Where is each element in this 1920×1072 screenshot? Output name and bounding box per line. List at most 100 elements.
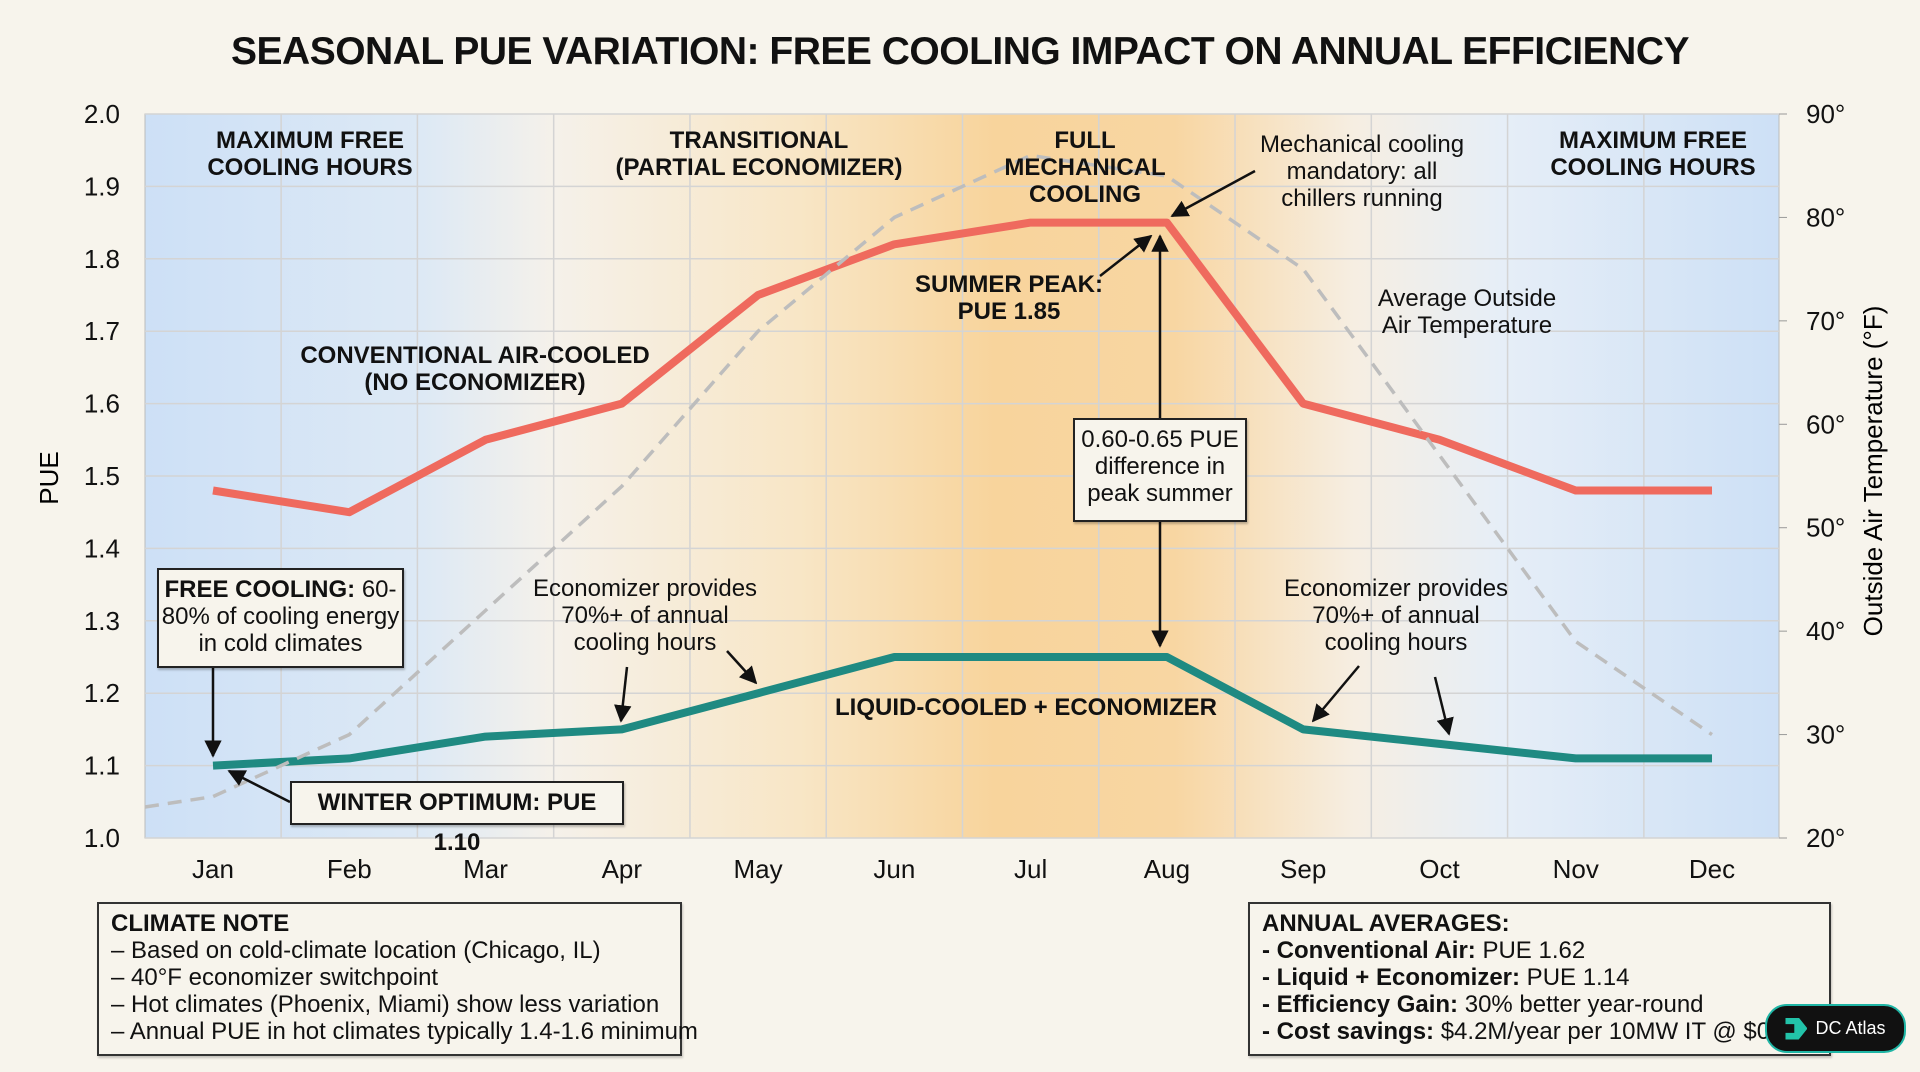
climate-note-box: CLIMATE NOTE – Based on cold-climate loc… bbox=[97, 902, 698, 1056]
note-line: difference in bbox=[1094, 453, 1226, 480]
x-tick-label: Apr bbox=[602, 854, 643, 884]
summer-peak-label: SUMMER PEAK: PUE 1.85 bbox=[915, 271, 1103, 325]
climate-note-item: – Annual PUE in hot climates typically 1… bbox=[111, 1018, 698, 1045]
y-axis-label: PUE bbox=[34, 451, 64, 504]
note-line: cooling hours bbox=[1324, 629, 1468, 656]
zone-label-line: (PARTIAL ECONOMIZER) bbox=[615, 154, 903, 181]
series-line-temperature bbox=[144, 153, 1713, 809]
note-line: CONVENTIONAL AIR-COOLED bbox=[300, 342, 650, 369]
y2-tick-label: 30° bbox=[1806, 720, 1845, 750]
chart-title: SEASONAL PUE VARIATION: FREE COOLING IMP… bbox=[231, 30, 1690, 73]
note-line: SUMMER PEAK: bbox=[914, 271, 1104, 298]
x-tick-label: Dec bbox=[1689, 854, 1735, 884]
arrow-econ-right-1 bbox=[1311, 665, 1360, 723]
annual-average-item: - Liquid + Economizer: PUE 1.14 bbox=[1262, 964, 1817, 991]
annual-average-item: - Efficiency Gain: 30% better year-round bbox=[1262, 991, 1817, 1018]
x-tick-label: Oct bbox=[1419, 854, 1460, 884]
climate-note-title: CLIMATE NOTE bbox=[111, 910, 290, 937]
item-value: PUE 1.62 bbox=[1475, 937, 1586, 964]
item-label: - Efficiency Gain: bbox=[1262, 991, 1459, 1018]
note-line: (NO ECONOMIZER) bbox=[364, 369, 586, 396]
y2-tick-label: 50° bbox=[1806, 513, 1845, 543]
note-line: FREE COOLING: 60- bbox=[159, 576, 402, 603]
annual-averages-title: ANNUAL AVERAGES: bbox=[1262, 910, 1510, 937]
y2-tick-label: 80° bbox=[1806, 202, 1845, 232]
zone-label-line: FULL bbox=[1054, 127, 1116, 154]
zone-label-full: FULL MECHANICAL COOLING bbox=[1004, 127, 1165, 208]
x-tick-label: May bbox=[734, 854, 783, 884]
zone-label-line: TRANSITIONAL bbox=[669, 127, 849, 154]
item-value: $4.2M/year per 10MW IT @ $0.10/ bbox=[1434, 1018, 1811, 1045]
arrow-winter bbox=[227, 769, 291, 804]
note-line: 70%+ of annual bbox=[561, 602, 729, 629]
note-text: 60- bbox=[355, 576, 397, 603]
x-tick-label: Mar bbox=[463, 854, 508, 884]
dc-atlas-logo-icon bbox=[1785, 1017, 1808, 1040]
item-value: 30% better year-round bbox=[1458, 991, 1704, 1018]
zone-label-line: COOLING HOURS bbox=[1550, 154, 1756, 181]
y-tick-label: 1.1 bbox=[84, 751, 120, 781]
note-line: Economizer provides bbox=[532, 575, 758, 602]
y2-tick-label: 40° bbox=[1806, 616, 1845, 646]
annual-averages-box: ANNUAL AVERAGES: - Conventional Air: PUE… bbox=[1248, 902, 1831, 1056]
note-line: chillers running bbox=[1281, 185, 1443, 212]
liquid-series-label: LIQUID-COOLED + ECONOMIZER bbox=[834, 694, 1218, 721]
difference-callout: 0.60-0.65 PUE difference in peak summer bbox=[1073, 418, 1247, 522]
y-tick-label: 1.7 bbox=[84, 316, 120, 346]
y-tick-label: 1.4 bbox=[84, 533, 120, 563]
badge-label: DC Atlas bbox=[1815, 1018, 1886, 1038]
arrow-mechanical bbox=[1170, 169, 1256, 218]
x-tick-label: Nov bbox=[1553, 854, 1599, 884]
economizer-note-left: Economizer provides 70%+ of annual cooling… bbox=[533, 575, 757, 656]
note-line: Mechanical cooling bbox=[1259, 131, 1465, 158]
arrow-econ-left-1 bbox=[614, 666, 632, 723]
x-tick-label: Jan bbox=[192, 854, 234, 884]
arrow-econ-left-2 bbox=[726, 650, 758, 685]
zone-label-line: MECHANICAL bbox=[1004, 154, 1166, 181]
y-tick-label: 1.6 bbox=[84, 389, 120, 419]
y-tick-label: 1.9 bbox=[84, 171, 120, 201]
x-tick-label: Jun bbox=[873, 854, 915, 884]
note-line: Air Temperature bbox=[1381, 312, 1553, 339]
item-value: PUE 1.14 bbox=[1520, 964, 1630, 991]
y2-tick-label: 20° bbox=[1806, 823, 1845, 853]
note-line: mandatory: all bbox=[1286, 158, 1438, 185]
x-tick-label: Jul bbox=[1014, 854, 1047, 884]
temperature-series-label: Average Outside Air Temperature bbox=[1378, 285, 1556, 339]
y-tick-label: 1.8 bbox=[84, 244, 120, 274]
y2-tick-label: 70° bbox=[1806, 306, 1845, 336]
conventional-series-label: CONVENTIONAL AIR-COOLED (NO ECONOMIZER) bbox=[300, 342, 649, 396]
zone-label-line: COOLING HOURS bbox=[207, 154, 413, 181]
climate-note-item: – Hot climates (Phoenix, Miami) show les… bbox=[111, 991, 660, 1018]
x-tick-label: Feb bbox=[327, 854, 372, 884]
dc-atlas-badge[interactable]: DC Atlas bbox=[1765, 1004, 1906, 1053]
y-tick-label: 1.2 bbox=[84, 678, 120, 708]
economizer-note-right: Economizer provides 70%+ of annual cooling… bbox=[1284, 575, 1508, 656]
y2-axis-label: Outside Air Temperature (°F) bbox=[1858, 306, 1888, 637]
note-line: Average Outside bbox=[1377, 285, 1557, 312]
y2-tick-label: 60° bbox=[1806, 409, 1845, 439]
climate-note-item: – Based on cold-climate location (Chicag… bbox=[111, 937, 601, 964]
series-line-conventional bbox=[212, 218, 1712, 517]
zone-label-line: MAXIMUM FREE bbox=[216, 127, 404, 154]
x-tick-label: Aug bbox=[1144, 854, 1190, 884]
climate-note-item: – 40°F economizer switchpoint bbox=[111, 964, 439, 991]
note-bold: FREE COOLING: bbox=[164, 576, 356, 603]
y-tick-label: 1.5 bbox=[84, 461, 120, 491]
item-label: - Cost savings: bbox=[1262, 1018, 1435, 1045]
free-cooling-callout: FREE COOLING: 60- 80% of cooling energy i… bbox=[157, 568, 404, 668]
note-line: PUE 1.85 bbox=[957, 298, 1061, 325]
zone-label-line: COOLING bbox=[1028, 181, 1141, 208]
winter-optimum-callout: WINTER OPTIMUM: PUE 1.10 bbox=[290, 781, 624, 856]
note-line: 80% of cooling energy bbox=[161, 603, 400, 630]
item-label: - Liquid + Economizer: bbox=[1262, 964, 1521, 991]
y-tick-label: 1.3 bbox=[84, 606, 120, 636]
series bbox=[144, 153, 1713, 809]
arrow-econ-right-2 bbox=[1433, 676, 1454, 736]
zone-label-left: MAXIMUM FREE COOLING HOURS bbox=[207, 127, 412, 181]
mechanical-note: Mechanical cooling mandatory: all chillers… bbox=[1260, 131, 1464, 212]
note-line: 70%+ of annual bbox=[1312, 602, 1480, 629]
annual-average-item: - Conventional Air: PUE 1.62 bbox=[1262, 937, 1817, 964]
x-tick-label: Sep bbox=[1280, 854, 1326, 884]
zone-label-line: MAXIMUM FREE bbox=[1559, 127, 1747, 154]
